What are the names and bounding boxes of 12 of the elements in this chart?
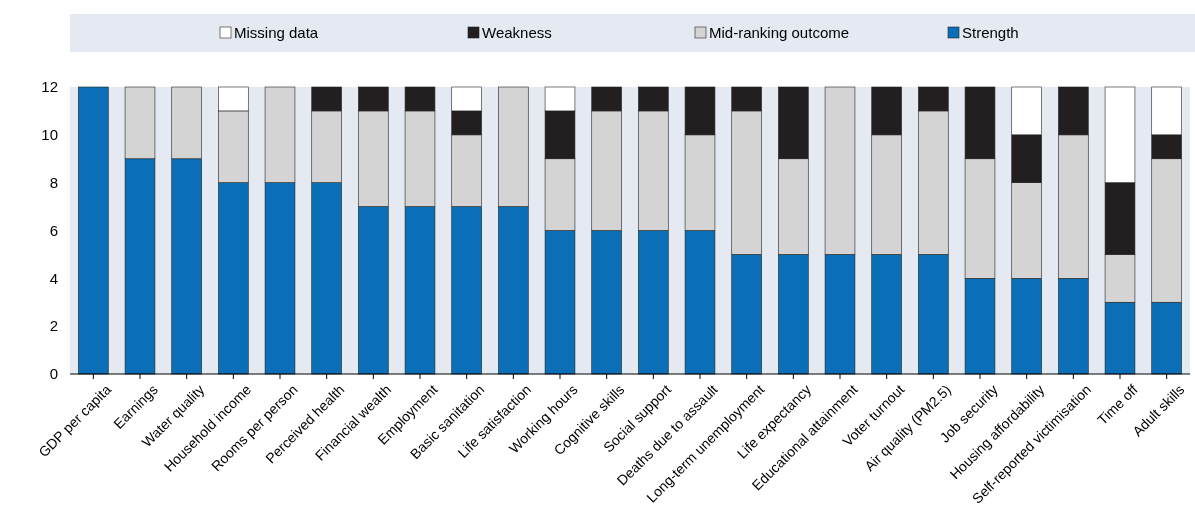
y-tick-label: 6 [49,221,58,239]
bar [78,86,109,375]
legend-label: Strength [962,24,1019,41]
y-tick-label: 0 [49,365,58,383]
y-tick-label: 2 [49,317,58,335]
legend-label: Mid-ranking outcome [709,24,850,41]
legend-label: Weakness [482,24,552,41]
y-tick-label: 8 [49,173,58,191]
legend-label: Missing data [234,24,319,41]
y-tick-label: 10 [41,126,58,144]
y-tick-label: 4 [49,269,58,287]
y-tick-label: 12 [41,78,58,96]
